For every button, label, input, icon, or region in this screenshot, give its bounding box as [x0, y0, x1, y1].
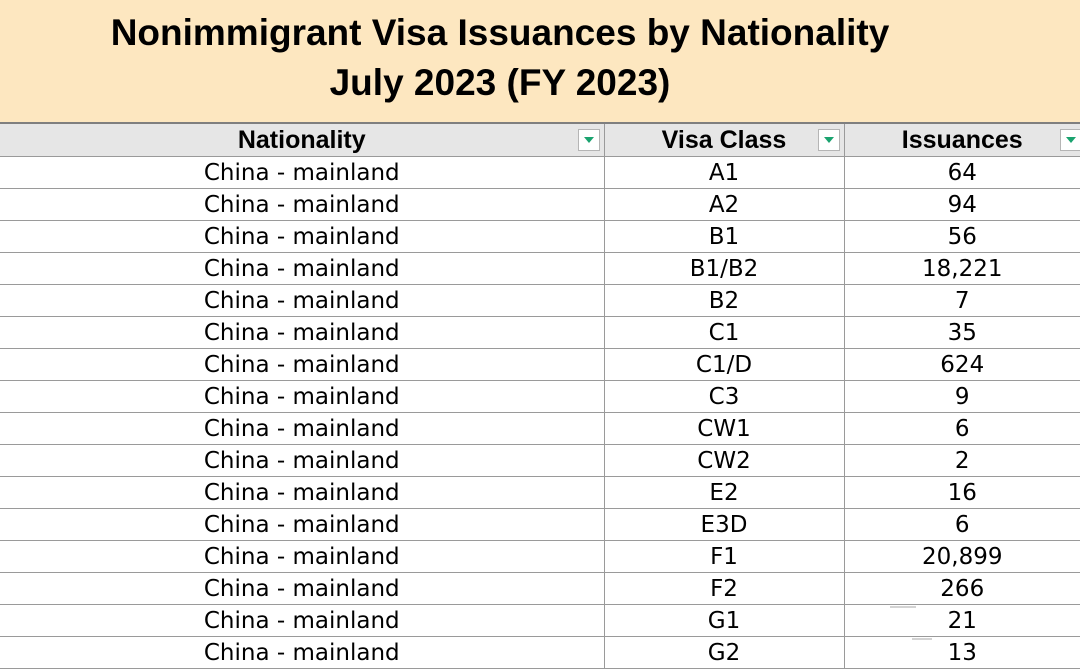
- cell-visa-class: B1/B2: [603, 252, 845, 285]
- filter-dropdown-icon: [583, 137, 594, 143]
- table-row: China - mainland A2 94: [0, 188, 1080, 221]
- table-row: China - mainland B1/B2 18,221: [0, 252, 1080, 285]
- cell-issuances: 35: [843, 316, 1080, 349]
- table-row: China - mainland CW2 2: [0, 444, 1080, 477]
- stray-mark: [890, 606, 916, 608]
- cell-nationality: China - mainland: [0, 412, 605, 445]
- filter-dropdown-icon: [823, 137, 834, 143]
- table-row: China - mainland F2 266: [0, 572, 1080, 605]
- cell-visa-class: F1: [603, 540, 845, 573]
- cell-nationality: China - mainland: [0, 476, 605, 509]
- cell-issuances: 16: [843, 476, 1080, 509]
- cell-issuances: 2: [843, 444, 1080, 477]
- table-row: China - mainland E2 16: [0, 476, 1080, 509]
- cell-issuances: 56: [843, 220, 1080, 253]
- cell-visa-class: A2: [603, 188, 845, 221]
- cell-issuances: 7: [843, 284, 1080, 317]
- cell-issuances: 64: [843, 156, 1080, 189]
- cell-visa-class: C1/D: [603, 348, 845, 381]
- column-header-nationality: Nationality: [0, 122, 605, 157]
- column-header-label: Issuances: [901, 125, 1023, 154]
- page-subtitle: July 2023 (FY 2023): [329, 62, 671, 103]
- table-row: China - mainland B2 7: [0, 284, 1080, 317]
- cell-visa-class: E2: [603, 476, 845, 509]
- cell-visa-class: C3: [603, 380, 845, 413]
- cell-nationality: China - mainland: [0, 572, 605, 605]
- cell-nationality: China - mainland: [0, 220, 605, 253]
- filter-issuances-button[interactable]: [1060, 129, 1080, 151]
- cell-issuances: 6: [843, 508, 1080, 541]
- cell-nationality: China - mainland: [0, 604, 605, 637]
- cell-visa-class: E3D: [603, 508, 845, 541]
- table-row: China - mainland F1 20,899: [0, 540, 1080, 573]
- table-row: China - mainland G2 13: [0, 636, 1080, 669]
- cell-visa-class: CW2: [603, 444, 845, 477]
- cell-nationality: China - mainland: [0, 316, 605, 349]
- cell-nationality: China - mainland: [0, 444, 605, 477]
- table-row: China - mainland C1/D 624: [0, 348, 1080, 381]
- cell-nationality: China - mainland: [0, 636, 605, 669]
- cell-nationality: China - mainland: [0, 348, 605, 381]
- cell-nationality: China - mainland: [0, 156, 605, 189]
- cell-visa-class: A1: [603, 156, 845, 189]
- cell-nationality: China - mainland: [0, 508, 605, 541]
- column-header-visa-class: Visa Class: [603, 122, 845, 157]
- cell-issuances: 624: [843, 348, 1080, 381]
- column-header-label: Visa Class: [661, 125, 787, 154]
- visa-issuance-table: Nationality Visa Class Issuances China -…: [0, 122, 1080, 669]
- cell-issuances: 20,899: [843, 540, 1080, 573]
- table-row: China - mainland CW1 6: [0, 412, 1080, 445]
- cell-visa-class: C1: [603, 316, 845, 349]
- title-banner: Nonimmigrant Visa Issuances by Nationali…: [0, 0, 1080, 122]
- page-title: Nonimmigrant Visa Issuances by Nationali…: [110, 12, 890, 53]
- header-row: Nationality Visa Class Issuances: [0, 122, 1080, 157]
- cell-issuances: 6: [843, 412, 1080, 445]
- cell-issuances: 21: [843, 604, 1080, 637]
- cell-nationality: China - mainland: [0, 252, 605, 285]
- cell-issuances: 266: [843, 572, 1080, 605]
- cell-nationality: China - mainland: [0, 540, 605, 573]
- cell-issuances: 94: [843, 188, 1080, 221]
- table-row: China - mainland E3D 6: [0, 508, 1080, 541]
- cell-visa-class: G1: [603, 604, 845, 637]
- cell-issuances: 18,221: [843, 252, 1080, 285]
- cell-nationality: China - mainland: [0, 188, 605, 221]
- cell-nationality: China - mainland: [0, 380, 605, 413]
- cell-visa-class: B2: [603, 284, 845, 317]
- table-row: China - mainland G1 21: [0, 604, 1080, 637]
- cell-visa-class: G2: [603, 636, 845, 669]
- cell-visa-class: B1: [603, 220, 845, 253]
- filter-dropdown-icon: [1066, 137, 1076, 143]
- table-row: China - mainland C1 35: [0, 316, 1080, 349]
- cell-nationality: China - mainland: [0, 284, 605, 317]
- cell-issuances: 13: [843, 636, 1080, 669]
- table-row: China - mainland A1 64: [0, 156, 1080, 189]
- column-header-label: Nationality: [237, 125, 366, 154]
- filter-nationality-button[interactable]: [577, 129, 600, 151]
- cell-issuances: 9: [843, 380, 1080, 413]
- filter-visa-class-button[interactable]: [817, 129, 840, 151]
- column-header-issuances: Issuances: [843, 122, 1080, 157]
- table-row: China - mainland B1 56: [0, 220, 1080, 253]
- table-row: China - mainland C3 9: [0, 380, 1080, 413]
- cell-visa-class: CW1: [603, 412, 845, 445]
- stray-mark: [912, 638, 932, 640]
- cell-visa-class: F2: [603, 572, 845, 605]
